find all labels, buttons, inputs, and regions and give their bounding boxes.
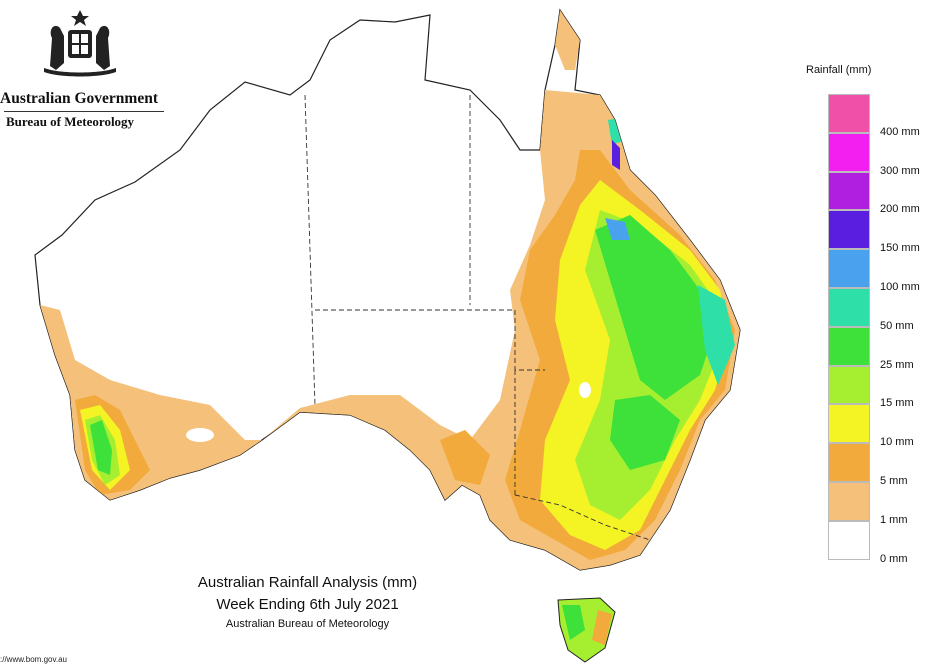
legend-label: 300 mm (880, 164, 920, 177)
border-wa (304, 94, 316, 406)
legend-swatch (828, 404, 870, 444)
rain-band-150mm (612, 140, 620, 170)
bureau-name: Bureau of Meteorology (6, 114, 135, 129)
legend-swatch (828, 287, 870, 327)
legend-swatch (828, 443, 870, 482)
rain-band-50mm (698, 285, 735, 385)
legend-label: 25 mm (880, 358, 914, 371)
legend-label: 150 mm (880, 242, 920, 255)
header-divider (4, 111, 164, 112)
legend-colorbar (828, 94, 870, 560)
legend-label: 100 mm (880, 281, 920, 293)
footer-url: ://www.bom.gov.au (0, 655, 67, 664)
map-title: Australian Rainfall Analysis (mm) (197, 574, 418, 591)
legend-swatch (828, 365, 870, 405)
legend-label: 1 mm (880, 513, 908, 526)
legend-swatch (828, 326, 870, 366)
legend-swatch (828, 132, 870, 172)
legend-label: 50 mm (880, 319, 914, 332)
legend-title: Rainfall (mm) (806, 64, 872, 76)
legend-swatch (828, 249, 870, 288)
rain-band-100mm (605, 218, 630, 240)
legend-swatch (828, 94, 870, 133)
legend-label: 10 mm (880, 436, 914, 449)
map-source: Australian Bureau of Meteorology (225, 618, 390, 630)
legend-label: 400 mm (880, 125, 920, 138)
legend-label: 5 mm (880, 475, 908, 487)
legend-label: 200 mm (880, 203, 920, 216)
map-caption: Australian Rainfall Analysis (mm) Week E… (150, 572, 465, 632)
coat-of-arms-icon (44, 10, 116, 77)
map-period: Week Ending 6th July 2021 (216, 596, 399, 613)
legend-swatch (828, 171, 870, 211)
legend-label: 15 mm (880, 397, 914, 410)
legend-swatch (828, 210, 870, 250)
rain-band-25mm (595, 215, 715, 400)
legend-swatch (828, 481, 870, 521)
legend-label: 0 mm (880, 552, 908, 565)
legend-swatch (828, 520, 870, 560)
government-name: Australian Government (0, 90, 159, 107)
